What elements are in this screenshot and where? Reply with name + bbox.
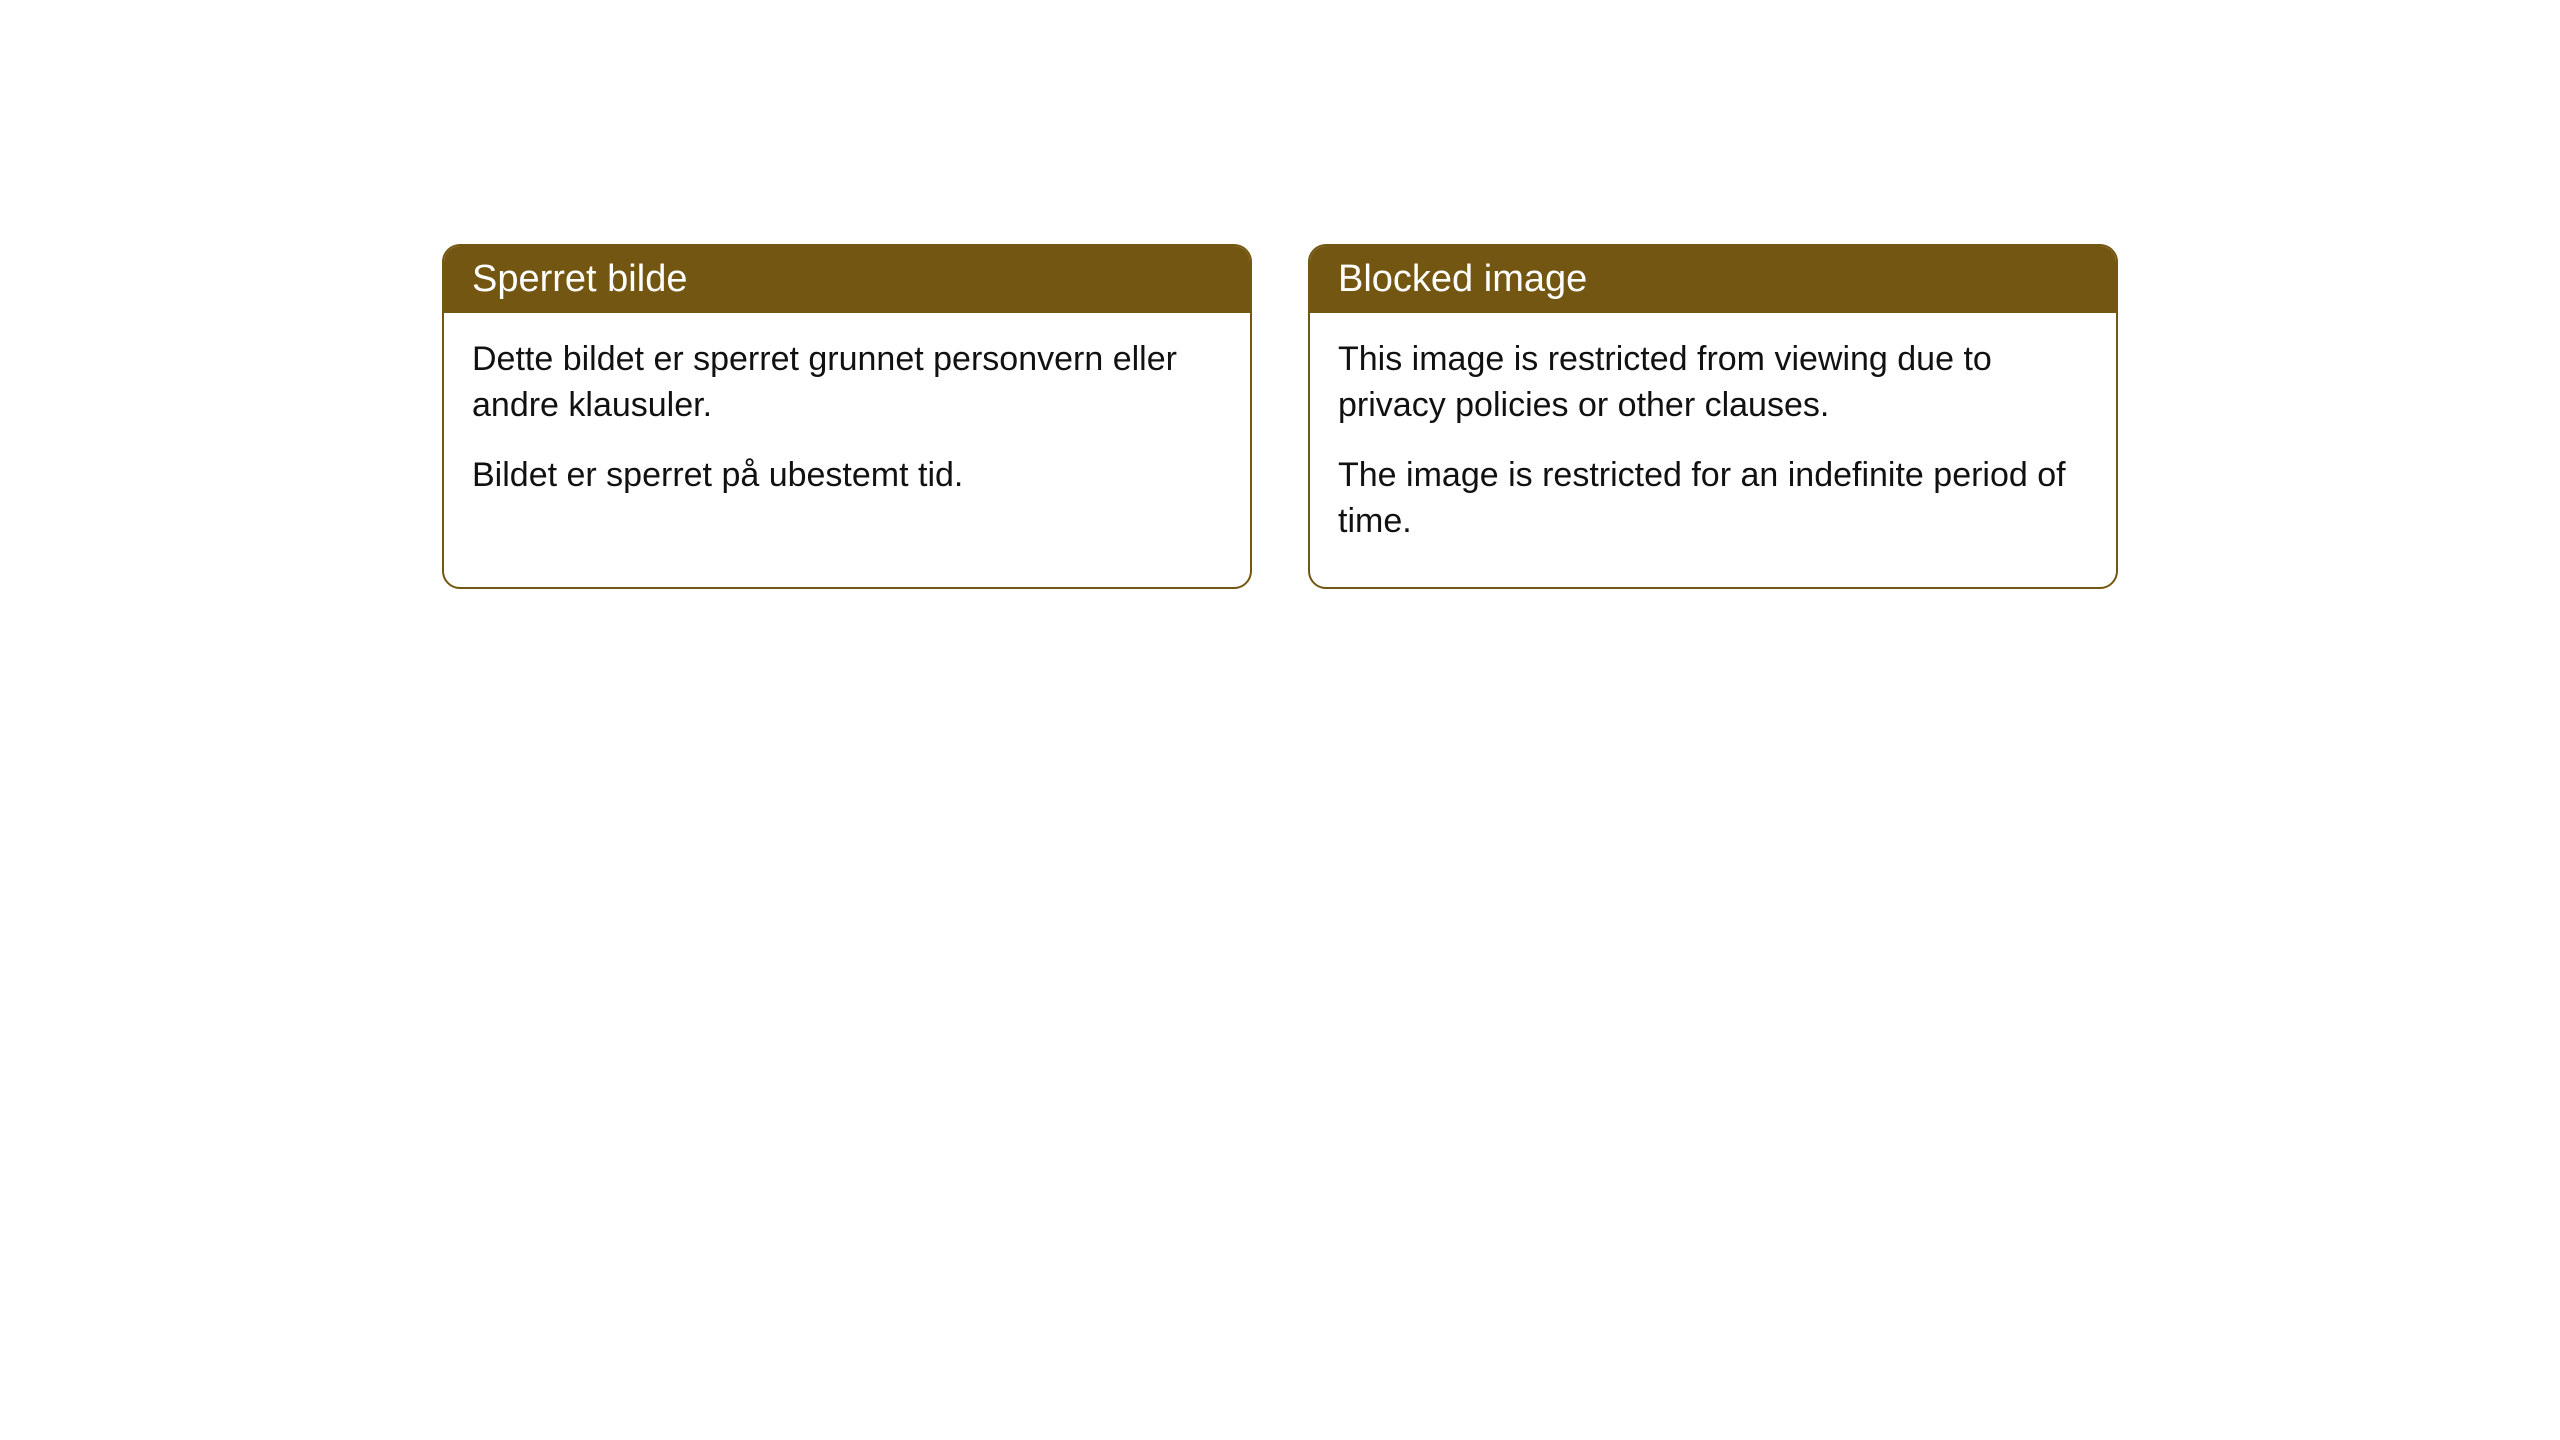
notice-header-norwegian: Sperret bilde	[444, 246, 1250, 313]
notice-paragraph-1-english: This image is restricted from viewing du…	[1338, 337, 2088, 429]
notice-container: Sperret bilde Dette bildet er sperret gr…	[0, 0, 2560, 589]
notice-card-english: Blocked image This image is restricted f…	[1308, 244, 2118, 589]
notice-card-norwegian: Sperret bilde Dette bildet er sperret gr…	[442, 244, 1252, 589]
notice-body-english: This image is restricted from viewing du…	[1310, 313, 2116, 587]
notice-body-norwegian: Dette bildet er sperret grunnet personve…	[444, 313, 1250, 541]
notice-paragraph-2-norwegian: Bildet er sperret på ubestemt tid.	[472, 453, 1222, 499]
notice-paragraph-2-english: The image is restricted for an indefinit…	[1338, 453, 2088, 545]
notice-header-english: Blocked image	[1310, 246, 2116, 313]
notice-paragraph-1-norwegian: Dette bildet er sperret grunnet personve…	[472, 337, 1222, 429]
